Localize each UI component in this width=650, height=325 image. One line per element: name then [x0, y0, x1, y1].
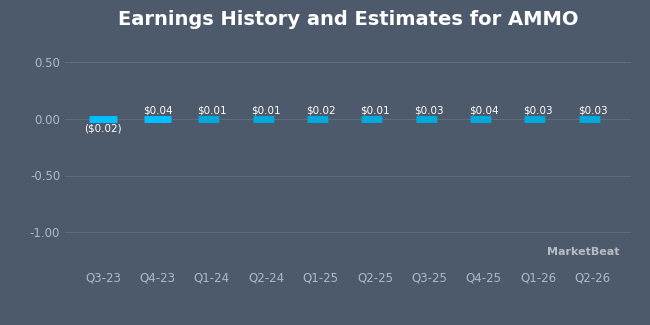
Text: $0.02: $0.02	[306, 106, 335, 116]
Text: $0.04: $0.04	[469, 106, 499, 116]
Text: $0.01: $0.01	[360, 106, 390, 116]
Text: $0.01: $0.01	[252, 106, 281, 116]
Title: Earnings History and Estimates for AMMO: Earnings History and Estimates for AMMO	[118, 10, 578, 29]
Text: $0.04: $0.04	[142, 106, 172, 116]
Text: MarketBeat: MarketBeat	[547, 247, 619, 257]
Text: $0.03: $0.03	[523, 106, 553, 116]
Text: $0.03: $0.03	[415, 106, 444, 116]
Text: $0.01: $0.01	[197, 106, 227, 116]
Text: ($0.02): ($0.02)	[84, 123, 122, 133]
Text: $0.03: $0.03	[578, 106, 607, 116]
